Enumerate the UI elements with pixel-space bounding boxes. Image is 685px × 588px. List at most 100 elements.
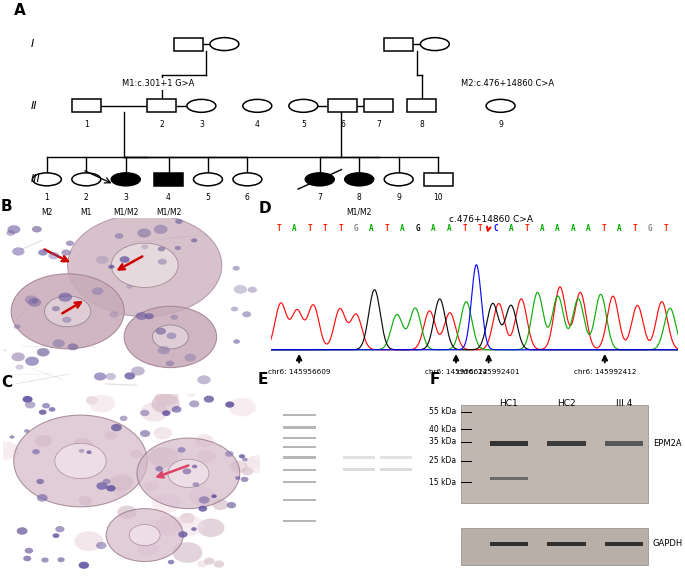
Text: T: T: [524, 224, 529, 233]
Circle shape: [108, 265, 114, 269]
Bar: [284, 426, 316, 429]
Text: B: B: [1, 199, 12, 214]
Circle shape: [141, 245, 149, 249]
Text: A: A: [14, 3, 26, 18]
Circle shape: [32, 449, 40, 455]
Circle shape: [153, 325, 188, 349]
Circle shape: [78, 496, 92, 506]
Circle shape: [214, 560, 224, 567]
Circle shape: [173, 542, 203, 563]
Text: T: T: [308, 224, 312, 233]
Circle shape: [120, 256, 129, 263]
Text: A: A: [432, 224, 436, 233]
Circle shape: [58, 557, 64, 562]
Circle shape: [155, 516, 183, 535]
Text: 1: 1: [45, 193, 49, 202]
Circle shape: [111, 243, 178, 288]
Text: M1/M2: M1/M2: [347, 208, 372, 217]
Bar: [547, 542, 586, 546]
Circle shape: [14, 415, 147, 507]
Circle shape: [166, 333, 177, 339]
Circle shape: [137, 229, 151, 238]
Bar: [284, 446, 316, 448]
Bar: [284, 456, 316, 459]
Circle shape: [111, 424, 122, 432]
Text: G: G: [354, 224, 358, 233]
Circle shape: [55, 443, 106, 479]
Text: D: D: [258, 201, 271, 216]
Circle shape: [105, 431, 117, 440]
Circle shape: [345, 173, 374, 186]
Circle shape: [168, 459, 209, 487]
Circle shape: [103, 479, 110, 485]
Text: 8: 8: [419, 120, 424, 129]
Text: T: T: [277, 224, 281, 233]
Circle shape: [384, 173, 413, 186]
Text: 6: 6: [340, 120, 345, 129]
Bar: [490, 477, 528, 480]
Circle shape: [241, 477, 249, 482]
Circle shape: [193, 173, 223, 186]
Circle shape: [72, 173, 101, 186]
Circle shape: [179, 513, 195, 523]
Circle shape: [225, 402, 234, 407]
Text: C: C: [1, 375, 12, 390]
Circle shape: [197, 375, 211, 384]
Circle shape: [145, 482, 158, 492]
Circle shape: [137, 542, 158, 556]
Circle shape: [106, 509, 184, 562]
Circle shape: [174, 515, 204, 536]
Circle shape: [175, 219, 183, 224]
Text: HC1: HC1: [499, 399, 519, 408]
Circle shape: [110, 312, 119, 318]
Bar: [72, 99, 101, 112]
Text: I: I: [30, 39, 34, 49]
Circle shape: [289, 99, 318, 112]
Circle shape: [140, 410, 149, 416]
Circle shape: [145, 313, 153, 319]
Text: A: A: [556, 224, 560, 233]
Text: A: A: [540, 224, 545, 233]
Text: A: A: [509, 224, 513, 233]
Circle shape: [25, 401, 36, 409]
Circle shape: [25, 357, 39, 366]
Bar: [284, 469, 316, 471]
Circle shape: [199, 496, 210, 504]
Circle shape: [41, 557, 49, 563]
Circle shape: [79, 562, 89, 569]
Circle shape: [172, 406, 182, 413]
Text: 35 kDa: 35 kDa: [429, 437, 456, 446]
Circle shape: [153, 225, 168, 234]
Circle shape: [148, 447, 178, 467]
Circle shape: [37, 494, 48, 502]
Circle shape: [165, 450, 183, 462]
Circle shape: [231, 306, 238, 312]
Circle shape: [117, 506, 137, 519]
Circle shape: [125, 372, 135, 379]
Text: M1/M2: M1/M2: [155, 208, 182, 217]
Circle shape: [111, 173, 140, 186]
Circle shape: [158, 259, 167, 265]
Circle shape: [210, 38, 239, 51]
Circle shape: [188, 487, 216, 505]
Circle shape: [92, 288, 103, 295]
Text: EPM2A: EPM2A: [653, 439, 682, 448]
Circle shape: [14, 325, 21, 329]
Circle shape: [162, 516, 184, 530]
Circle shape: [242, 311, 251, 318]
Text: 7: 7: [377, 120, 382, 129]
Bar: [154, 173, 183, 186]
Circle shape: [187, 392, 195, 397]
Bar: [284, 499, 316, 501]
Circle shape: [152, 493, 181, 513]
Circle shape: [197, 450, 216, 463]
Circle shape: [23, 396, 33, 403]
Circle shape: [42, 403, 50, 409]
Bar: [284, 414, 316, 416]
Bar: [384, 38, 413, 51]
Text: M1:c.301+1 G>A: M1:c.301+1 G>A: [123, 79, 195, 88]
Text: 1: 1: [84, 120, 88, 129]
Circle shape: [106, 485, 116, 492]
Text: 4: 4: [166, 193, 171, 202]
Circle shape: [38, 249, 48, 256]
